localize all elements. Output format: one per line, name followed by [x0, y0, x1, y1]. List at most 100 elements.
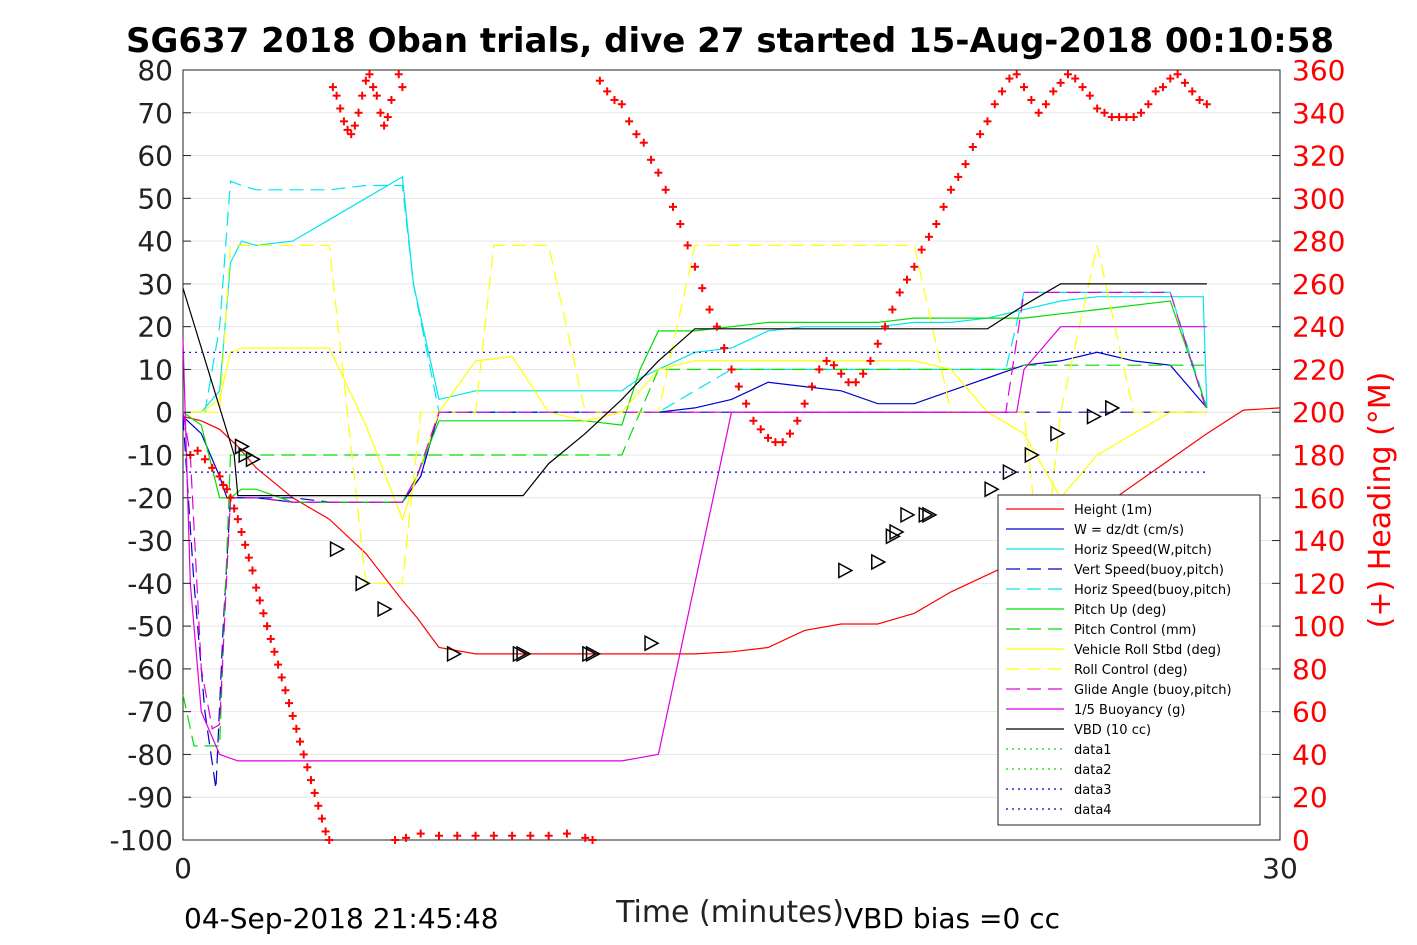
y-right-tick-label: 80 [1292, 653, 1328, 686]
heading-point [277, 673, 286, 682]
heading-point [924, 232, 933, 241]
heading-point [526, 831, 535, 840]
triangle-marker [889, 523, 905, 541]
chart-title: SG637 2018 Oban trials, dive 27 started … [126, 21, 1334, 61]
triangle-marker [871, 553, 887, 571]
x-axis-ticks: 0 30 [174, 832, 1298, 885]
y-tick-label: -60 [127, 653, 173, 686]
y-tick-label: -90 [127, 781, 173, 814]
heading-point [866, 356, 875, 365]
y-right-tick-label: 60 [1292, 696, 1328, 729]
heading-point [314, 801, 323, 810]
heading-point [1180, 78, 1189, 87]
heading-point [610, 95, 619, 104]
heading-point [1115, 113, 1124, 122]
triangle-marker [355, 575, 371, 592]
heading-point [749, 416, 758, 425]
legend-label: data2 [1074, 763, 1112, 778]
triangle-marker [900, 506, 916, 524]
heading-point [647, 155, 656, 164]
series-line-11 [182, 326, 1207, 762]
series-line-3 [183, 175, 1208, 413]
heading-point [1107, 113, 1116, 122]
heading-point [285, 699, 294, 708]
series-layer [182, 175, 1281, 789]
marker-layer [234, 399, 1121, 663]
heading-point [508, 831, 517, 840]
heading-point [778, 438, 787, 447]
y-tick-label: -70 [127, 696, 173, 729]
y-right-tick-label: 180 [1292, 439, 1345, 472]
heading-point [219, 480, 228, 489]
heading-point [339, 117, 348, 126]
heading-point [844, 378, 853, 387]
legend-box [997, 494, 1261, 826]
legend-label: VBD (10 cc) [1074, 723, 1151, 738]
heading-point [208, 463, 217, 472]
heading-point [990, 100, 999, 109]
heading-point [1100, 108, 1109, 117]
legend-label: W = dz/dt (cm/s) [1074, 523, 1184, 538]
y-right-tick-label: 0 [1292, 824, 1310, 857]
y-right-tick-label: 40 [1292, 738, 1328, 771]
heading-point [270, 647, 279, 656]
triangle-marker [446, 645, 463, 663]
legend-label: data1 [1074, 743, 1112, 758]
legend-label: Pitch Control (mm) [1074, 623, 1196, 638]
y-tick-label: 80 [137, 54, 173, 87]
heading-point [343, 125, 352, 134]
heading-point [358, 91, 367, 100]
heading-point [281, 686, 290, 695]
y-tick-label: 0 [155, 396, 173, 429]
heading-point [310, 788, 319, 797]
heading-point [263, 622, 272, 631]
heading-point [1041, 100, 1050, 109]
heading-point [588, 836, 597, 844]
heading-point [230, 504, 239, 513]
heading-point [332, 91, 341, 100]
heading-point [369, 83, 378, 92]
heading-point [581, 833, 590, 842]
heading-point [1085, 91, 1094, 100]
y-right-tick-label: 360 [1292, 54, 1345, 87]
heading-point [954, 172, 963, 181]
y-axis-ticks: 80 70 60 50 40 30 20 10 0 -10 -20 -30 -40 -50 -60 -70 -8… [109, 54, 191, 857]
heading-point [734, 382, 743, 391]
heading-point [383, 113, 392, 122]
heading-point [1027, 95, 1036, 104]
heading-point [303, 763, 312, 772]
y-right-tick-label: 100 [1292, 610, 1345, 643]
heading-point [727, 365, 736, 374]
heading-point [968, 143, 977, 151]
heading-point [387, 95, 396, 104]
heading-point [932, 220, 941, 228]
heading-point [336, 104, 345, 113]
heading-point [391, 836, 400, 844]
heading-point [873, 339, 882, 348]
heading-point [698, 284, 707, 293]
heading-point [288, 711, 297, 720]
legend: Height (1m) W = dz/dt (cm/s) Horiz Speed(W… [997, 494, 1261, 826]
y-tick-label: 10 [137, 353, 173, 386]
heading-point [800, 399, 809, 408]
heading-point [1195, 95, 1204, 104]
y-tick-label: -50 [127, 610, 173, 643]
y-right-tick-label: 340 [1292, 97, 1345, 130]
heading-point [976, 130, 985, 139]
heading-point [1093, 104, 1102, 113]
triangle-marker [1105, 399, 1121, 417]
heading-point [1137, 108, 1146, 117]
heading-point [1063, 70, 1072, 79]
y-right-tick-label: 220 [1292, 353, 1345, 386]
heading-point [193, 446, 202, 455]
heading-point [226, 493, 235, 502]
y-tick-label: -30 [127, 525, 173, 558]
legend-label: Vert Speed(buoy,pitch) [1074, 563, 1224, 578]
heading-point [252, 583, 261, 592]
heading-point [266, 634, 275, 643]
legend-label: Roll Control (deg) [1074, 663, 1188, 678]
heading-point [347, 130, 356, 139]
heading-point [259, 609, 268, 618]
triangle-marker [984, 480, 1000, 498]
